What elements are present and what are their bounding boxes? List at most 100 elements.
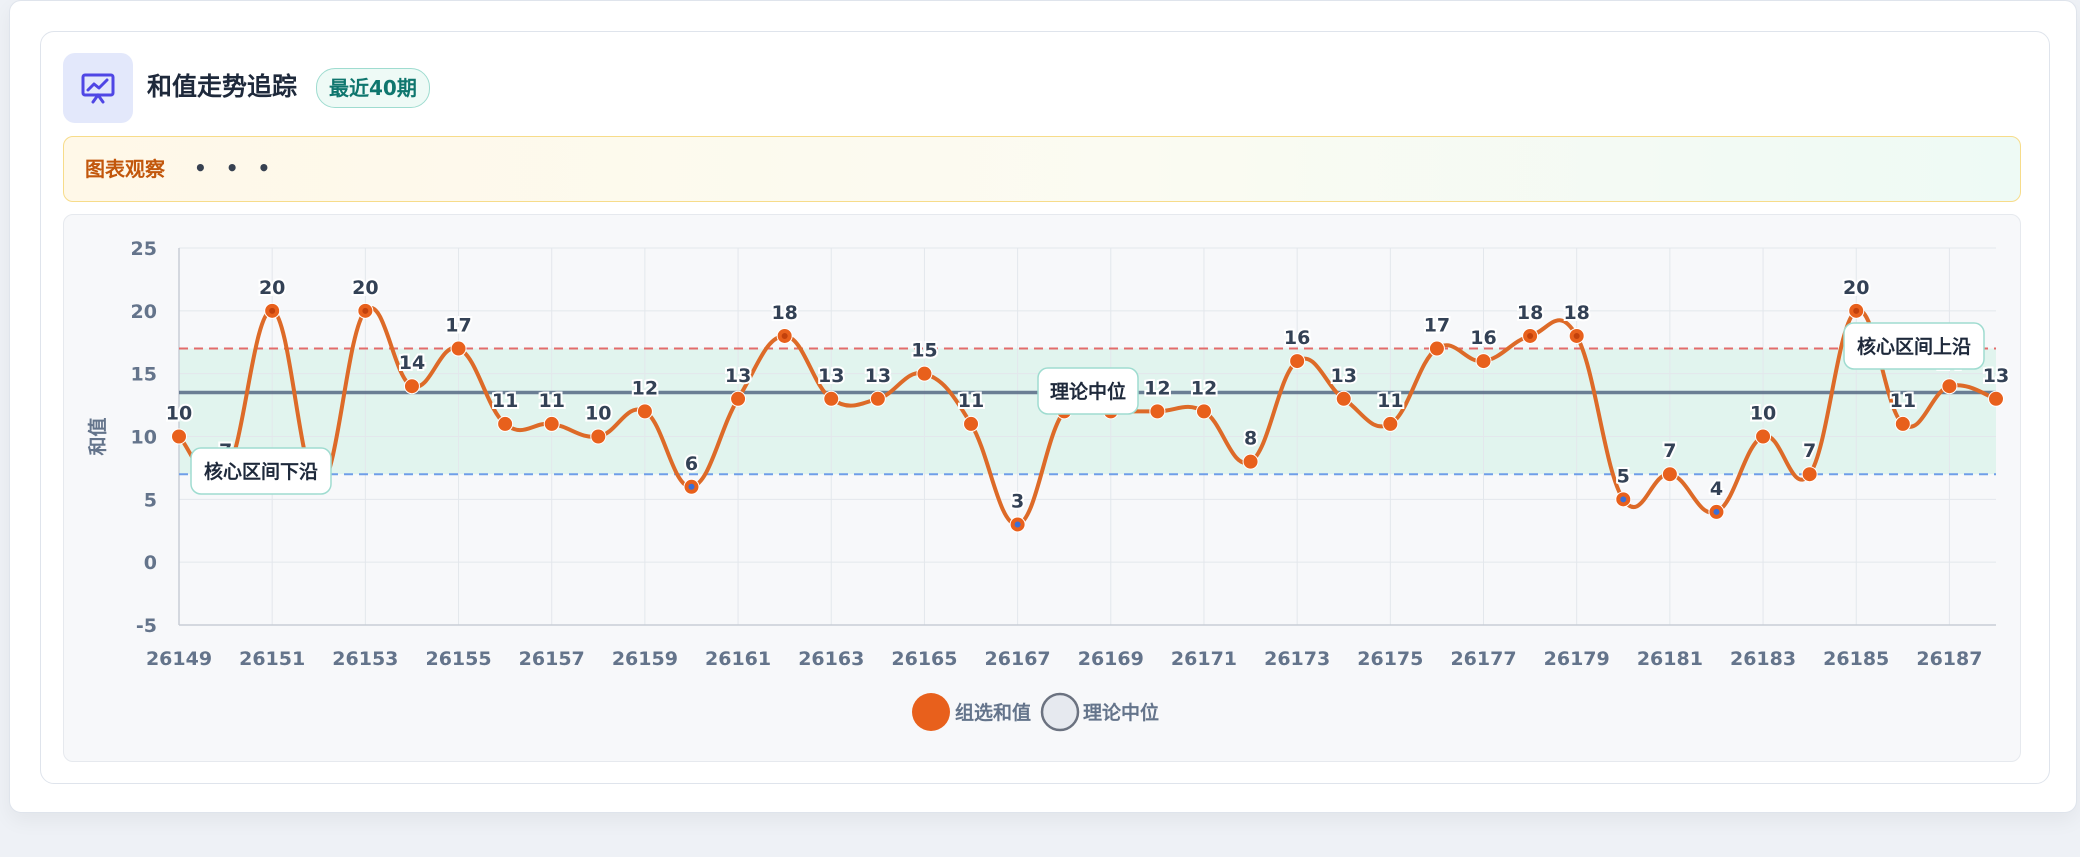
data-label: 7 [1663, 440, 1676, 462]
data-point [730, 390, 747, 407]
data-point [1242, 453, 1259, 470]
card-title: 和值走势追踪 [147, 72, 298, 101]
data-point-high-marker [1527, 332, 1534, 339]
data-point [1289, 353, 1306, 370]
data-label: 15 [911, 340, 937, 362]
data-label: 13 [725, 365, 751, 387]
data-label: 20 [1843, 277, 1869, 299]
y-tick-label: 0 [144, 552, 157, 574]
data-point [1149, 403, 1166, 420]
data-point-low-marker [688, 483, 695, 490]
y-tick-label: 10 [131, 427, 157, 449]
observation-more-icon[interactable]: • • • [194, 156, 277, 180]
data-label: 8 [1244, 428, 1257, 450]
chart-presentation-icon [63, 53, 133, 123]
data-label: 17 [445, 315, 471, 337]
y-tick-label: -5 [136, 615, 157, 637]
x-tick-label: 26187 [1916, 648, 1982, 670]
data-point [450, 340, 467, 357]
data-point [171, 428, 187, 445]
x-tick-label: 26177 [1450, 648, 1516, 670]
data-point-high-marker [1853, 307, 1860, 314]
x-tick-label: 26163 [798, 648, 864, 670]
data-point [1661, 466, 1678, 483]
x-tick-label: 26161 [705, 648, 771, 670]
data-point [963, 415, 980, 432]
data-label: 16 [1470, 327, 1496, 349]
data-label: 12 [1191, 377, 1217, 399]
x-tick-label: 26167 [985, 648, 1051, 670]
x-tick-label: 26185 [1823, 648, 1889, 670]
annotation-median: 理论中位 [1037, 367, 1139, 415]
x-tick-label: 26153 [332, 648, 398, 670]
y-axis-label: 和值 [86, 417, 109, 455]
data-label: 12 [1144, 377, 1170, 399]
x-tick-label: 26175 [1357, 648, 1423, 670]
data-label: 11 [538, 390, 564, 412]
data-label: 12 [632, 377, 658, 399]
x-tick-label: 26183 [1730, 648, 1796, 670]
data-label: 11 [1377, 390, 1403, 412]
data-label: 13 [1331, 365, 1357, 387]
x-tick-label: 26149 [146, 648, 212, 670]
data-label: 18 [1517, 302, 1543, 324]
data-label: 16 [1284, 327, 1310, 349]
data-point [543, 415, 560, 432]
x-tick-label: 26151 [239, 648, 305, 670]
data-label: 20 [352, 277, 378, 299]
data-point [869, 390, 886, 407]
data-label: 13 [818, 365, 844, 387]
annotation-core-upper-box [1843, 322, 1985, 370]
data-point-high-marker [1573, 332, 1580, 339]
data-label: 17 [1424, 315, 1450, 337]
y-tick-label: 5 [144, 489, 157, 511]
x-tick-label: 26155 [425, 648, 491, 670]
y-tick-label: 15 [131, 364, 157, 386]
x-tick-label: 26165 [891, 648, 957, 670]
annotation-median-text: 理论中位 [1050, 380, 1126, 403]
data-point-low-marker [1713, 508, 1720, 515]
data-label: 11 [958, 390, 984, 412]
y-tick-label: 25 [131, 238, 157, 260]
x-tick-label: 26181 [1637, 648, 1703, 670]
period-badge: 最近40期 [316, 68, 430, 108]
data-point-low-marker [1620, 496, 1627, 503]
data-label: 20 [259, 277, 285, 299]
data-point [1801, 466, 1818, 483]
data-label: 11 [1890, 390, 1916, 412]
data-label: 13 [1983, 365, 2009, 387]
x-tick-label: 26179 [1544, 648, 1610, 670]
data-label: 6 [685, 453, 698, 475]
data-point [497, 415, 514, 432]
data-point [1941, 378, 1958, 395]
x-tick-label: 26171 [1171, 648, 1237, 670]
data-label: 10 [1750, 403, 1776, 425]
data-point [916, 365, 933, 382]
observation-bar[interactable]: 图表观察 • • • [63, 136, 2021, 202]
data-point [1894, 415, 1911, 432]
data-point [1428, 340, 1445, 357]
data-label: 3 [1011, 490, 1024, 512]
data-point-high-marker [269, 307, 276, 314]
data-label: 10 [585, 403, 611, 425]
annotation-median-box [1037, 367, 1139, 415]
data-label: 18 [771, 302, 797, 324]
legend-marker-median [1040, 692, 1080, 732]
data-point [1988, 390, 2004, 407]
legend-label-median: 理论中位 [1083, 701, 1159, 724]
data-point-high-marker [362, 307, 369, 314]
data-label: 10 [166, 403, 192, 425]
data-point [590, 428, 607, 445]
annotation-core-upper: 核心区间上沿 [1843, 322, 1985, 370]
page-container: 和值走势追踪 最近40期 图表观察 • • • 25 20 15 10 5 0 -5 2614… [9, 0, 2077, 813]
data-label: 7 [1803, 440, 1816, 462]
data-label: 18 [1563, 302, 1589, 324]
annotation-core-lower-box [190, 447, 332, 495]
data-point-high-marker [781, 332, 788, 339]
chart-card: 和值走势追踪 最近40期 图表观察 • • • 25 20 15 10 5 0 -5 2614… [40, 31, 2050, 784]
data-label: 13 [865, 365, 891, 387]
data-label: 5 [1617, 465, 1630, 487]
sum-trend-chart: 25 20 15 10 5 0 -5 26149 26151 26153 26155 26157 261… [86, 238, 2011, 732]
data-label: 14 [399, 352, 425, 374]
legend-marker-sum [912, 693, 950, 731]
